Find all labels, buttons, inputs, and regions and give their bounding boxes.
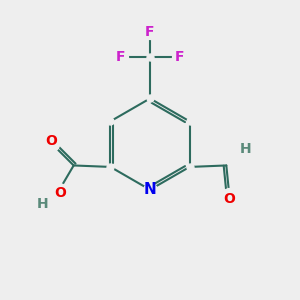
Text: O: O bbox=[45, 134, 57, 148]
Text: N: N bbox=[144, 182, 156, 197]
Text: H: H bbox=[240, 142, 251, 156]
Text: F: F bbox=[145, 25, 155, 39]
Text: F: F bbox=[116, 50, 125, 64]
Text: O: O bbox=[55, 186, 66, 200]
Text: H: H bbox=[37, 197, 49, 211]
Text: F: F bbox=[175, 50, 184, 64]
Text: O: O bbox=[223, 192, 235, 206]
